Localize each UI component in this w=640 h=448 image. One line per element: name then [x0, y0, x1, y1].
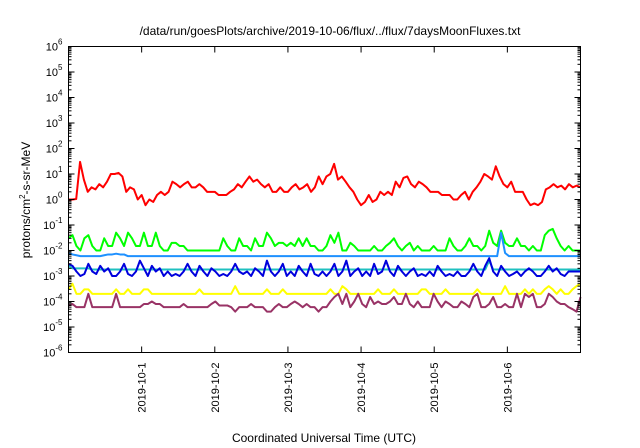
y-tick-label: 10-5	[43, 318, 63, 334]
y-tick-base: 10	[43, 322, 55, 334]
y-tick-base: 10	[43, 271, 55, 283]
y-tick-label: 10-1	[43, 216, 63, 232]
y-tick-exponent: -2	[55, 242, 63, 251]
series-line-5	[68, 257, 581, 277]
y-tick-base: 10	[43, 220, 55, 232]
y-tick-exponent: 5	[58, 63, 63, 72]
y-axis-label: protons/cm2-s-sr-MeV	[18, 142, 33, 258]
x-tick-label: 2019-10-5	[429, 363, 441, 413]
x-tick-label: 2019-10-2	[210, 363, 222, 413]
y-tick-base: 10	[43, 348, 55, 360]
y-tick-label: 106	[46, 38, 63, 54]
y-tick-base: 10	[46, 144, 58, 156]
y-tick-label: 10-4	[43, 293, 63, 309]
y-tick-label: 104	[46, 89, 63, 105]
y-tick-exponent: 4	[58, 89, 63, 98]
y-tick-label: 10-2	[43, 242, 63, 258]
series-line-3	[68, 231, 581, 258]
y-tick-exponent: 3	[58, 114, 63, 123]
y-axis-label-main: protons/cm	[19, 199, 33, 258]
y-tick-label: 103	[46, 114, 63, 130]
y-tick-base: 10	[46, 195, 58, 207]
y-tick-label: 10-3	[43, 267, 63, 283]
x-tick-label: 2019-10-3	[283, 363, 295, 413]
y-tick-label: 100	[46, 191, 63, 207]
y-tick-label: 105	[46, 63, 63, 79]
y-tick-base: 10	[46, 42, 58, 54]
y-tick-exponent: -6	[55, 344, 63, 353]
series-layer	[67, 160, 582, 313]
y-tick-base: 10	[43, 297, 55, 309]
y-axis: 10-610-510-410-310-210-11001011021031041…	[43, 38, 581, 360]
chart-title: /data/run/goesPlots/archive/2019-10-06/f…	[140, 24, 522, 38]
x-tick-label: 2019-10-1	[137, 363, 149, 413]
y-tick-base: 10	[43, 246, 55, 258]
x-axis: 2019-10-1 2019-10-2 2019-10-3 2019-10-4 2019…	[137, 46, 514, 413]
y-axis-label-units: -s-sr-MeV	[19, 142, 33, 195]
y-tick-base: 10	[46, 169, 58, 181]
x-tick-label: 2019-10-4	[356, 363, 368, 413]
y-tick-exponent: 2	[58, 140, 63, 149]
y-tick-base: 10	[46, 118, 58, 130]
y-tick-exponent: -3	[55, 267, 63, 276]
series-line-2	[67, 227, 581, 252]
y-tick-exponent: -4	[55, 293, 63, 302]
y-tick-label: 102	[46, 140, 63, 156]
y-tick-label: 101	[46, 165, 63, 181]
x-tick-label: 2019-10-6	[502, 363, 514, 413]
y-axis-label-exponent: 2	[18, 194, 27, 199]
series-line-1	[68, 160, 581, 207]
y-tick-base: 10	[46, 67, 58, 79]
y-tick-exponent: 0	[58, 191, 63, 200]
y-tick-exponent: -5	[55, 318, 63, 327]
x-axis-label: Coordinated Universal Time (UTC)	[232, 431, 416, 445]
y-tick-exponent: 1	[58, 165, 63, 174]
series-line-6	[67, 282, 582, 295]
series-line-7	[68, 292, 582, 313]
y-tick-exponent: -1	[55, 216, 63, 225]
y-tick-base: 10	[46, 93, 58, 105]
y-tick-exponent: 6	[58, 38, 63, 47]
y-tick-label: 10-6	[43, 344, 63, 360]
